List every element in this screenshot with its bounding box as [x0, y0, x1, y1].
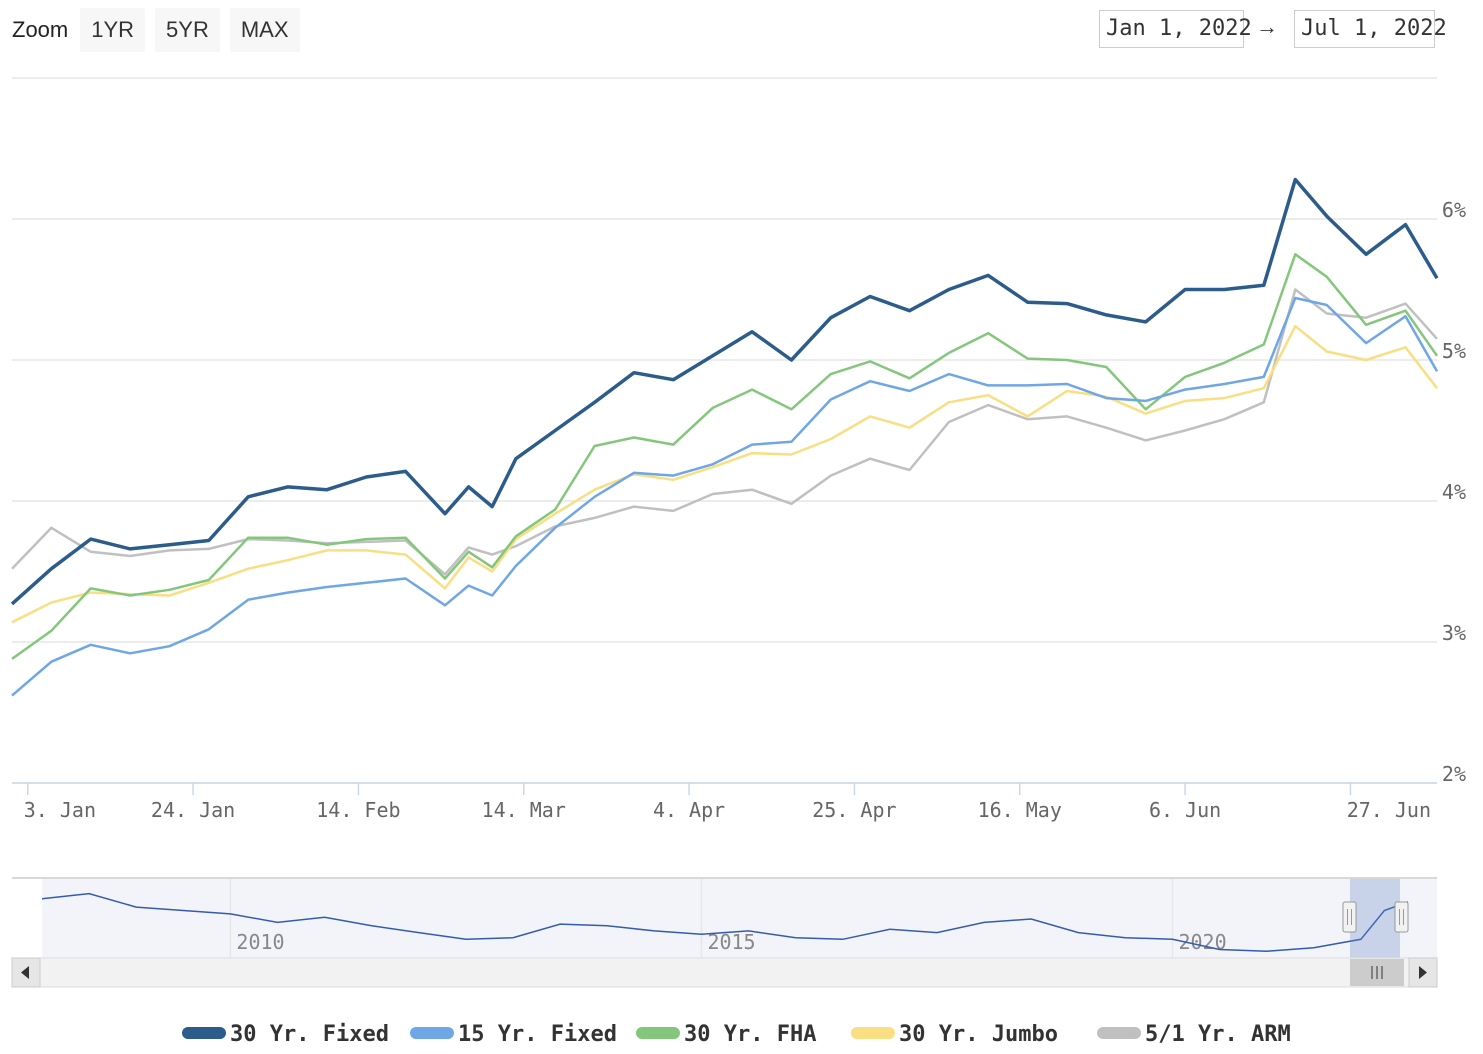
series-line-2 — [11, 253, 1439, 660]
legend-item[interactable]: 30 Yr. FHA — [636, 1022, 816, 1047]
legend-label: 30 Yr. Jumbo — [899, 1022, 1058, 1047]
navigator[interactable]: 2010 2015 2020 — [12, 877, 1437, 958]
x-tick-label: 16. May — [978, 798, 1062, 822]
y-tick-label: 2% — [1442, 762, 1466, 786]
arrow-right-icon — [1419, 966, 1427, 979]
legend-item[interactable]: 15 Yr. Fixed — [410, 1022, 617, 1047]
series-line-1 — [11, 296, 1439, 697]
zoom-bar: Zoom 1YR 5YR MAX — [12, 8, 310, 52]
zoom-5yr-button[interactable]: 5YR — [155, 8, 220, 52]
navigator-series — [41, 892, 1409, 952]
legend-swatch — [410, 1027, 454, 1039]
legend-label: 30 Yr. Fixed — [230, 1022, 389, 1047]
y-tick-label: 3% — [1442, 621, 1466, 645]
series-line-0 — [10, 177, 1439, 606]
navigator-year-label: 2010 — [236, 930, 284, 954]
y-tick-label: 5% — [1442, 339, 1466, 363]
navigator-selection[interactable] — [1350, 879, 1400, 958]
range-from-input[interactable]: Jan 1, 2022 — [1099, 10, 1252, 48]
y-tick-label: 6% — [1442, 198, 1466, 222]
legend-swatch — [851, 1027, 895, 1039]
x-tick-label: 14. Mar — [482, 798, 566, 822]
legend-item[interactable]: 30 Yr. Fixed — [182, 1022, 389, 1047]
legend-label: 5/1 Yr. ARM — [1145, 1022, 1291, 1047]
x-axis: 3. Jan 24. Jan 14. Feb 14. Mar 4. Apr 25. Apr… — [12, 782, 1437, 822]
x-tick-label: 3. Jan — [24, 798, 96, 822]
zoom-label: Zoom — [12, 17, 69, 42]
legend-item[interactable]: 5/1 Yr. ARM — [1097, 1022, 1291, 1047]
navigator-background — [42, 879, 1437, 958]
x-tick-label: 4. Apr — [653, 798, 725, 822]
navigator-right-handle[interactable] — [1394, 901, 1409, 933]
zoom-1yr-button[interactable]: 1YR — [80, 8, 146, 52]
arrow-left-icon — [21, 966, 29, 979]
scrollbar-track[interactable] — [11, 957, 1438, 988]
x-tick-label: 6. Jun — [1149, 798, 1221, 822]
series-line-3 — [11, 324, 1438, 624]
series-lines — [10, 177, 1439, 697]
grid-lines — [12, 77, 1437, 784]
x-tick-label: 14. Feb — [316, 798, 400, 822]
x-tick-label: 24. Jan — [151, 798, 235, 822]
range-to-input[interactable]: Jul 1, 2022 — [1294, 10, 1447, 48]
scrollbar[interactable] — [11, 957, 1438, 988]
y-axis-ticks: 2% 3% 4% 5% 6% — [1442, 198, 1466, 786]
legend: 30 Yr. Fixed 15 Yr. Fixed 30 Yr. FHA 30 Yr.… — [182, 1022, 1291, 1047]
range-arrow-icon: → — [1256, 14, 1278, 39]
series-line-4 — [11, 288, 1438, 576]
y-tick-label: 4% — [1442, 480, 1466, 504]
legend-label: 15 Yr. Fixed — [458, 1022, 617, 1047]
x-tick-label: 25. Apr — [812, 798, 896, 822]
legend-label: 30 Yr. FHA — [684, 1022, 816, 1047]
legend-swatch — [1097, 1027, 1141, 1039]
legend-swatch — [182, 1027, 226, 1039]
zoom-max-button[interactable]: MAX — [229, 8, 300, 52]
legend-item[interactable]: 30 Yr. Jumbo — [851, 1022, 1058, 1047]
navigator-left-handle[interactable] — [1342, 901, 1357, 933]
x-tick-label: 27. Jun — [1347, 798, 1431, 822]
legend-swatch — [636, 1027, 680, 1039]
